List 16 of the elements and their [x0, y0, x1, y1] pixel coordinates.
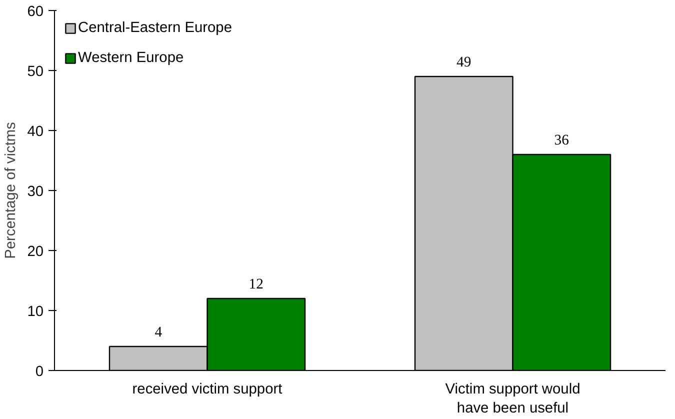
- y-tick-label: 40: [27, 124, 44, 140]
- y-tick-label: 30: [27, 184, 44, 200]
- y-axis-title: Percentage of victms: [3, 122, 20, 259]
- x-tick-label: Victim support would have been useful: [445, 382, 580, 417]
- data-label: 12: [248, 276, 264, 292]
- y-tick-label: 60: [27, 4, 44, 20]
- data-label: 4: [154, 324, 163, 340]
- y-tick-label: 20: [27, 244, 44, 260]
- data-label: 36: [554, 132, 569, 148]
- y-tick-label: 50: [27, 64, 44, 80]
- legend-label: Western Europe: [78, 50, 184, 66]
- data-label: 49: [456, 54, 472, 70]
- legend-label: Central-Eastern Europe: [78, 20, 232, 36]
- x-tick-label: received victim support: [132, 382, 282, 398]
- y-tick-label: 0: [35, 364, 44, 380]
- y-tick-label: 10: [27, 304, 44, 320]
